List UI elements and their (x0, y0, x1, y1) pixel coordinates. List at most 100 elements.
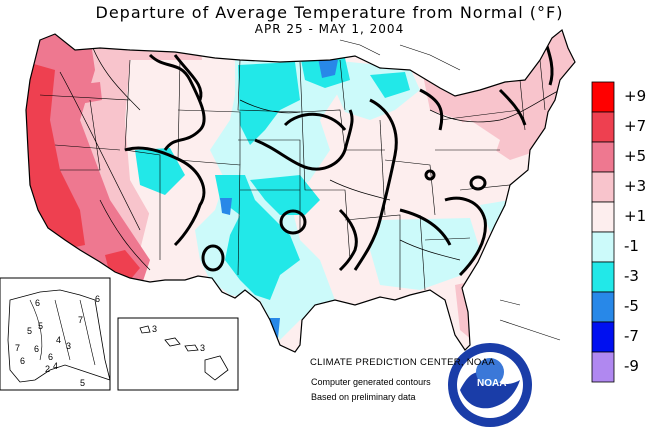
border-context (339, 39, 561, 341)
alaska-value-label: 6 (34, 344, 40, 354)
alaska-value-label: 6 (35, 298, 41, 308)
state-border (60, 99, 101, 171)
alaska-value-label: 4 (56, 335, 62, 345)
state-border (54, 144, 121, 151)
region-warm-faint-northeast (440, 120, 500, 175)
region-cool-moderate-plains (250, 175, 320, 215)
legend-label: +5 (624, 147, 647, 165)
credit-organization: CLIMATE PREDICTION CENTER, NOAA (310, 357, 495, 368)
minor-contour (399, 239, 461, 261)
alaska-value-label: 6 (95, 294, 101, 304)
legend-swatch (591, 261, 615, 293)
legend-swatch (591, 81, 615, 113)
hawaii-value-label: 3 (200, 343, 206, 353)
legend-label: -7 (624, 327, 639, 345)
minor-contour (99, 199, 151, 271)
region-cool-strong-mn (318, 58, 338, 78)
state-border (424, 237, 471, 241)
contour-loop (201, 244, 225, 272)
state-border (238, 139, 301, 230)
legend-label: +1 (624, 207, 647, 225)
legend-label: -5 (624, 297, 639, 315)
state-border (539, 59, 546, 111)
alaska-value-label: 4 (53, 361, 59, 371)
alaska-value-label: 5 (27, 326, 33, 336)
legend-label: -3 (624, 267, 639, 285)
state-border (439, 109, 521, 121)
credit-note-data: Based on preliminary data (311, 392, 416, 402)
contour-line (173, 54, 203, 101)
contour-loop (279, 209, 307, 235)
noaa-logo (448, 343, 532, 427)
region-cool-strong-nm (220, 198, 232, 215)
hawaii-island (204, 355, 229, 381)
legend-swatch (591, 111, 615, 143)
state-border (379, 119, 386, 216)
contour-lines (124, 39, 554, 277)
alaska-contour (54, 299, 71, 361)
legend-swatch (591, 171, 615, 203)
legend-label: +3 (624, 177, 647, 195)
legend-label: -1 (624, 237, 639, 255)
region-cool-moderate-rockies (238, 62, 300, 145)
legend-label: +7 (624, 117, 647, 135)
gulf-coast-line (499, 319, 561, 341)
contour-line (124, 146, 206, 247)
alaska-value-label: 2 (45, 364, 51, 374)
legend-swatch (591, 351, 615, 383)
noaa-logo-bird (460, 372, 520, 409)
state-border (299, 109, 385, 151)
contour-line (353, 98, 398, 271)
noaa-logo-text: NOAA (477, 378, 507, 389)
us-outline (25, 28, 576, 353)
hawaii-inset (117, 317, 239, 391)
contour-loop (424, 169, 436, 181)
legend-swatch (591, 291, 615, 323)
hawaii-islands (139, 325, 229, 381)
alaska-value-label: 5 (38, 321, 44, 331)
hawaii-island (184, 344, 199, 352)
state-border (237, 59, 301, 113)
hawaii-island (139, 325, 151, 334)
state-border (459, 184, 511, 191)
contour-line (254, 109, 354, 171)
state-border (519, 79, 526, 131)
legend-swatch (591, 321, 615, 353)
legend-label: -9 (624, 357, 639, 375)
legend-swatch (591, 141, 615, 173)
contour-line (283, 112, 347, 131)
state-border (419, 214, 426, 291)
alaska-contour (79, 299, 96, 366)
hawaii-island (164, 337, 181, 347)
minor-contour (429, 89, 561, 123)
alaska-value-label: 7 (15, 343, 21, 353)
state-border (124, 59, 161, 260)
region-cool-moderate-mi (370, 72, 410, 98)
contour-line (498, 88, 527, 126)
alaska-value-label: 7 (78, 315, 84, 325)
region-warm-moderate-idaho (75, 82, 102, 104)
contour-line (444, 196, 487, 277)
hawaii-value-label: 3 (152, 324, 158, 334)
state-border (339, 59, 346, 111)
alaska-value-label: 3 (66, 341, 72, 351)
noaa-logo-sky (476, 358, 504, 386)
region-warm-strong-coast (26, 60, 85, 250)
state-border (384, 159, 436, 216)
minor-contour (329, 179, 391, 201)
minor-contour (59, 71, 141, 231)
date-range: APR 25 - MAY 1, 2004 (254, 22, 405, 36)
contour-line (419, 88, 444, 131)
state-border (177, 109, 241, 165)
state-border (39, 94, 131, 101)
canada-border-line (399, 44, 461, 71)
alaska-value-label: 5 (80, 378, 86, 388)
legend (591, 81, 615, 383)
contour-line (399, 208, 452, 246)
legend-label: +9 (624, 87, 647, 105)
alaska-value-label: 6 (48, 352, 54, 362)
region-cool-faint-southeast (370, 218, 480, 290)
credit-note-contours: Computer generated contours (311, 377, 431, 387)
canada-border-line (339, 39, 381, 56)
